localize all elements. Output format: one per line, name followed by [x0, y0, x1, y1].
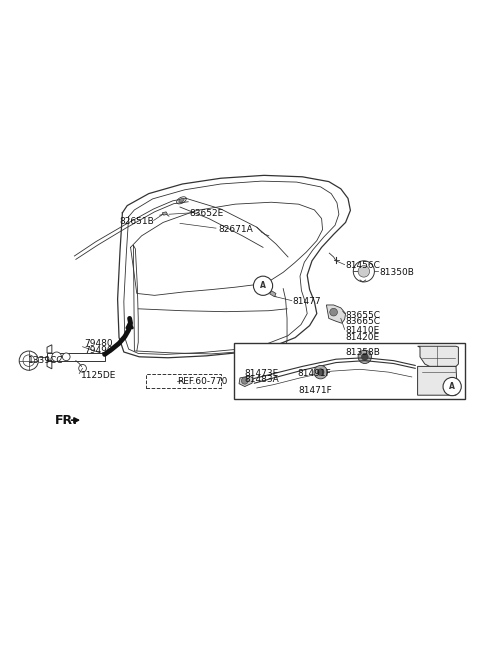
- Circle shape: [358, 350, 372, 363]
- Circle shape: [330, 308, 337, 316]
- Ellipse shape: [179, 198, 184, 202]
- Text: 82671A: 82671A: [218, 224, 253, 234]
- Text: A: A: [260, 281, 266, 290]
- Text: REF.60-770: REF.60-770: [178, 377, 228, 386]
- Text: 81491F: 81491F: [298, 369, 331, 378]
- Circle shape: [443, 377, 461, 396]
- Text: 83665C: 83665C: [346, 318, 381, 326]
- Text: 81358B: 81358B: [346, 348, 381, 358]
- Circle shape: [62, 353, 70, 361]
- Text: 81456C: 81456C: [346, 261, 381, 270]
- Text: 83652E: 83652E: [189, 209, 224, 218]
- Text: 83655C: 83655C: [346, 310, 381, 319]
- Text: 81471F: 81471F: [299, 386, 332, 395]
- Bar: [234, 343, 465, 399]
- Circle shape: [361, 354, 368, 360]
- Circle shape: [314, 365, 327, 379]
- Circle shape: [253, 276, 273, 295]
- Text: 81477: 81477: [293, 297, 322, 306]
- Text: FR.: FR.: [55, 414, 78, 426]
- Bar: [146, 374, 221, 388]
- Text: 81483A: 81483A: [245, 375, 279, 384]
- Polygon shape: [418, 346, 458, 367]
- Text: 81350B: 81350B: [379, 268, 414, 277]
- Text: 79490: 79490: [84, 346, 113, 355]
- Text: 81410E: 81410E: [346, 327, 380, 335]
- Polygon shape: [326, 305, 346, 323]
- Text: 81420E: 81420E: [346, 333, 380, 342]
- Polygon shape: [418, 367, 457, 395]
- Text: 82651B: 82651B: [120, 217, 155, 226]
- Circle shape: [358, 266, 370, 277]
- Polygon shape: [270, 291, 276, 297]
- Text: 81473E: 81473E: [245, 369, 279, 378]
- Circle shape: [241, 377, 248, 384]
- Text: 1339CC: 1339CC: [28, 356, 63, 365]
- Polygon shape: [162, 212, 168, 215]
- Circle shape: [52, 352, 61, 361]
- Circle shape: [317, 369, 324, 375]
- Text: 79480: 79480: [84, 339, 113, 348]
- Polygon shape: [239, 376, 253, 386]
- Text: A: A: [449, 382, 455, 391]
- Text: 1125DE: 1125DE: [81, 371, 116, 380]
